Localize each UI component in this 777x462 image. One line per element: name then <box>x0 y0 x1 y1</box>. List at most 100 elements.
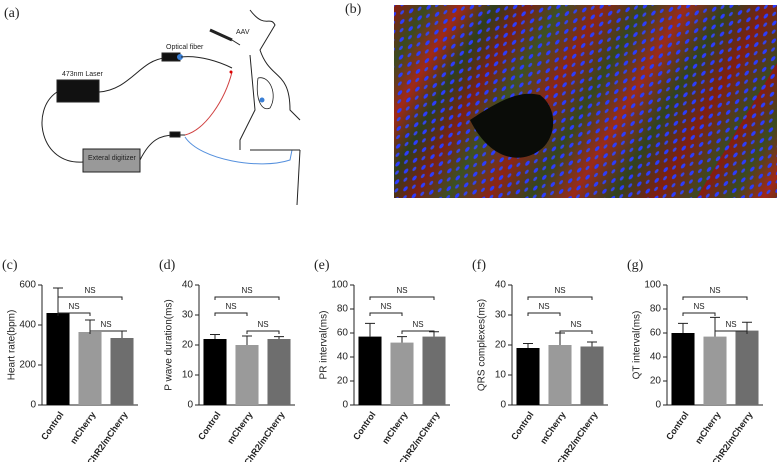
bar <box>78 332 102 405</box>
bracket <box>57 312 91 316</box>
error-bar <box>678 322 688 333</box>
x-tick-label: Control <box>509 410 536 442</box>
label: Optical fiber <box>166 44 204 51</box>
y-tick-label: 100 <box>644 280 661 291</box>
y-axis-label: PR interval(ms) <box>319 311 330 380</box>
error-bar <box>742 321 752 331</box>
y-axis-label: Heart rate(bpm) <box>7 310 18 381</box>
annotation: NS <box>68 302 79 311</box>
error-bar <box>365 322 375 337</box>
panel-label: (c) <box>2 258 18 273</box>
y-tick-label: 0 <box>655 400 661 411</box>
error-bar <box>397 336 407 343</box>
bracket <box>57 296 123 300</box>
bar <box>671 333 695 405</box>
y-tick-label: 80 <box>337 304 349 315</box>
annotation: NS <box>709 286 720 295</box>
panel-label: (a) <box>4 6 20 21</box>
y-tick-label: 0 <box>30 400 36 411</box>
bracket <box>714 330 748 334</box>
y-tick-label: 10 <box>495 370 507 381</box>
bracket <box>369 296 435 300</box>
bar <box>516 348 540 405</box>
error-bar <box>210 334 220 339</box>
y-axis-label: QT interval(ms) <box>632 311 643 380</box>
y-axis-label: P wave duration(ms) <box>164 299 175 391</box>
bracket <box>682 312 716 316</box>
x-tick-label: Control <box>39 410 66 442</box>
error-bar <box>53 287 63 313</box>
y-tick-label: 20 <box>182 340 194 351</box>
bar <box>735 330 759 405</box>
bracket <box>401 330 435 334</box>
panel-label: (g) <box>627 258 644 273</box>
bar <box>110 338 134 405</box>
annotation: NS <box>84 286 95 295</box>
annotation: NS <box>693 302 704 311</box>
y-tick-label: 20 <box>337 376 349 387</box>
label: Exteral digitizer <box>88 155 137 162</box>
bracket <box>369 312 403 316</box>
panel-label: (d) <box>159 258 176 273</box>
annotation: NS <box>380 302 391 311</box>
x-tick-label: mCherry <box>380 410 409 446</box>
x-tick-label: mCherry <box>68 410 97 446</box>
label: 473nm Laser <box>62 71 104 78</box>
y-axis-label: QRS complexes(ms) <box>477 299 488 391</box>
y-tick-label: 60 <box>337 328 349 339</box>
schematic <box>41 9 301 206</box>
bracket <box>559 330 593 334</box>
bar <box>235 345 259 405</box>
bar <box>267 339 291 405</box>
y-tick-label: 200 <box>19 360 36 371</box>
y-tick-label: 600 <box>19 280 36 291</box>
annotation: NS <box>538 302 549 311</box>
panel-label: (f) <box>472 258 486 273</box>
y-tick-label: 400 <box>19 320 36 331</box>
micrograph <box>394 5 777 198</box>
error-bar <box>85 319 95 332</box>
bracket <box>527 296 593 300</box>
error-bar <box>242 335 252 345</box>
y-tick-label: 40 <box>650 352 662 363</box>
annotation: NS <box>554 286 565 295</box>
y-tick-label: 20 <box>495 340 507 351</box>
bracket <box>214 312 248 316</box>
y-tick-label: 20 <box>650 376 662 387</box>
y-tick-label: 0 <box>500 400 506 411</box>
bracket <box>214 296 280 300</box>
bar <box>390 342 414 405</box>
bar <box>422 336 446 405</box>
y-tick-label: 40 <box>337 352 349 363</box>
annotation: NS <box>725 320 736 329</box>
bar <box>46 313 70 405</box>
y-tick-label: 10 <box>182 370 194 381</box>
x-tick-label: mCherry <box>225 410 254 446</box>
panel-label: (e) <box>314 258 330 273</box>
error-bar <box>555 332 565 345</box>
bracket <box>527 312 561 316</box>
y-tick-label: 80 <box>650 304 662 315</box>
y-tick-label: 30 <box>495 310 507 321</box>
bar <box>548 345 572 405</box>
x-tick-label: Control <box>196 410 223 442</box>
error-bar <box>274 336 284 339</box>
bracket <box>246 330 280 334</box>
bar <box>203 339 227 405</box>
error-bar <box>587 341 597 347</box>
y-tick-label: 40 <box>182 280 194 291</box>
annotation: NS <box>570 320 581 329</box>
label: AAV <box>236 29 250 36</box>
y-tick-label: 60 <box>650 328 662 339</box>
annotation: NS <box>225 302 236 311</box>
y-tick-label: 0 <box>187 400 193 411</box>
y-tick-label: 100 <box>331 280 348 291</box>
x-tick-label: mCherry <box>693 410 722 446</box>
y-tick-label: 30 <box>182 310 194 321</box>
x-tick-label: mCherry <box>538 410 567 446</box>
error-bar <box>523 343 533 348</box>
bar <box>580 346 604 405</box>
annotation: NS <box>257 320 268 329</box>
y-tick-label: 0 <box>342 400 348 411</box>
